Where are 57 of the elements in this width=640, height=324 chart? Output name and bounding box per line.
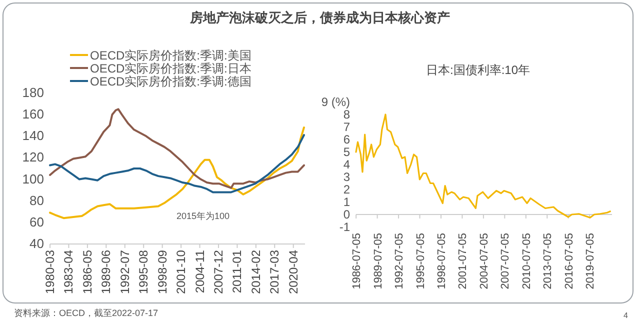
- legend-label: OECD实际房价指数:季调:美国: [90, 48, 252, 62]
- y-tick-label: 100: [22, 171, 44, 186]
- y-tick-label: 6: [343, 132, 350, 146]
- text: 资料来源：OECD，截至2022-07-17: [14, 308, 158, 318]
- x-tick-label: 2016-07-05: [563, 233, 576, 290]
- x-tick-label: 2020-04: [286, 250, 300, 294]
- legend-label: OECD实际房价指数:季调:德国: [90, 74, 252, 88]
- x-tick-label: 2004-11: [192, 250, 207, 294]
- legend-label: OECD实际房价指数:季调:日本: [90, 62, 252, 76]
- x-tick-label: 1998-07-05: [436, 233, 448, 290]
- x-tick-label: 2017-03: [268, 250, 282, 294]
- y-tick-label: 40: [30, 236, 44, 251]
- x-tick-label: 2001-07-05: [457, 233, 470, 290]
- x-tick-label: 1980-03: [43, 250, 57, 294]
- x-tick-label: 1998-09: [155, 250, 170, 294]
- chart-title: 日本:国债利率:10年: [426, 63, 530, 77]
- y-tick-label: 140: [22, 128, 44, 144]
- x-tick-label: 2011-01: [230, 250, 244, 294]
- x-tick-label: 2013-07-05: [542, 233, 554, 290]
- y-tick-label: 2: [343, 182, 350, 196]
- y-tick-label: 120: [22, 150, 44, 165]
- line-series: [355, 114, 611, 218]
- y-tick-label: 0: [343, 208, 350, 222]
- x-tick-label: 1992-07-05: [394, 233, 406, 290]
- x-tick-label: 1986-05: [80, 250, 94, 294]
- x-tick-label: 2019-07-05: [584, 233, 597, 290]
- x-tick-label: 2001-10: [174, 250, 188, 294]
- x-tick-label: 2004-07-05: [478, 233, 490, 290]
- y-tick-label: 7: [343, 120, 350, 134]
- y-tick-label: 60: [30, 214, 44, 230]
- text: 4: [624, 311, 629, 320]
- y-tick-label: 1: [343, 195, 350, 209]
- y-tick-label: 5: [343, 145, 350, 159]
- y-tick-label: 180: [22, 85, 44, 100]
- y-tick-label: -1: [339, 220, 350, 234]
- x-tick-label: 1989-07-05: [372, 233, 384, 290]
- x-tick-label: 1983-04: [62, 250, 76, 294]
- y-tick-label: 160: [22, 106, 44, 122]
- annotation: 2015年为100: [176, 211, 230, 221]
- line-series: [49, 126, 305, 220]
- y-tick-label: 8: [343, 108, 350, 122]
- chart-title: 房地产泡沫破灭之后，债券成为日本核心资产: [189, 10, 450, 25]
- y-tick-label: 80: [30, 192, 44, 208]
- x-tick-label: 1995-07-05: [414, 233, 427, 290]
- line-series: [49, 134, 305, 194]
- y-tick-label: 4: [343, 158, 350, 172]
- x-tick-label: 2010-07-05: [520, 233, 533, 290]
- x-tick-label: 1992-07: [118, 250, 132, 294]
- y-tick-label: 9 (%): [321, 95, 350, 109]
- y-tick-label: 3: [343, 170, 350, 184]
- x-tick-label: 1986-07-05: [351, 233, 364, 290]
- x-tick-label: 1989-06: [99, 250, 114, 294]
- x-tick-label: 2007-07-05: [500, 233, 512, 290]
- x-tick-label: 1995-08: [136, 250, 151, 294]
- x-tick-label: 2014-02: [248, 250, 263, 294]
- x-tick-label: 2007-12: [211, 250, 226, 294]
- line-series: [49, 108, 305, 189]
